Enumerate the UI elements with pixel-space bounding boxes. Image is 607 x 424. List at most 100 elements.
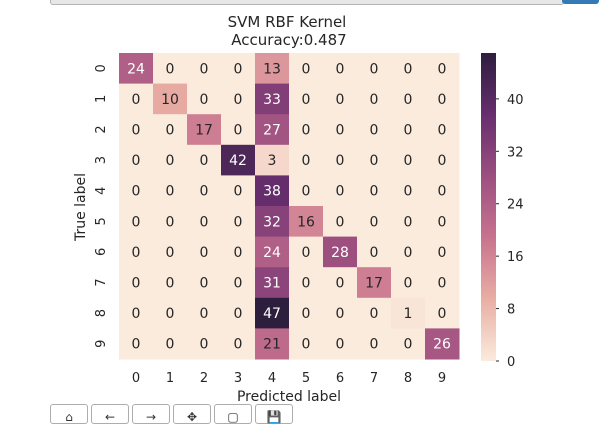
cell-value-label: 0 <box>404 123 413 139</box>
heatmap-cell <box>221 83 256 115</box>
cell-value-label: 0 <box>336 184 345 200</box>
heatmap-cell <box>153 297 188 329</box>
heatmap-cell <box>289 83 324 115</box>
heatmap-cell <box>153 114 188 146</box>
heatmap-cell <box>425 53 460 85</box>
heatmap-cell <box>289 114 324 146</box>
heatmap-cell <box>323 267 358 299</box>
heatmap-cell <box>357 114 392 146</box>
heatmap-cell <box>323 53 358 85</box>
cell-value-label: 0 <box>200 337 209 353</box>
heatmap-cell <box>221 53 256 85</box>
pan-icon: ✥ <box>186 410 198 424</box>
cell-value-label: 0 <box>370 123 379 139</box>
x-tick-label: 7 <box>370 371 378 386</box>
cell-value-label: 17 <box>365 276 383 292</box>
heatmap-cell <box>221 114 256 146</box>
cell-value-label: 0 <box>302 92 311 108</box>
cell-value-label: 0 <box>336 214 345 230</box>
cell-value-label: 0 <box>336 92 345 108</box>
cell-value-label: 0 <box>200 276 209 292</box>
cell-value-label: 0 <box>166 245 175 261</box>
cell-value-label: 0 <box>370 184 379 200</box>
heatmap-cell <box>357 206 392 238</box>
cell-value-label: 0 <box>438 92 447 108</box>
cell-value-label: 0 <box>234 245 243 261</box>
cell-value-label: 0 <box>438 306 447 322</box>
cell-value-label: 0 <box>234 214 243 230</box>
cell-value-label: 0 <box>234 184 243 200</box>
heatmap-cell <box>391 83 426 115</box>
heatmap-cell <box>323 236 358 268</box>
cell-value-label: 0 <box>302 153 311 169</box>
y-tick-label: 8 <box>94 309 109 317</box>
y-tick-label: 7 <box>94 278 109 286</box>
cell-value-label: 0 <box>404 153 413 169</box>
home-button[interactable]: ⌂ <box>50 404 88 424</box>
heatmap-cell <box>391 206 426 238</box>
cell-value-label: 0 <box>336 123 345 139</box>
save-button[interactable]: 💾 <box>255 404 293 424</box>
forward-button[interactable]: → <box>132 404 170 424</box>
cell-value-label: 0 <box>132 306 141 322</box>
cell-value-label: 0 <box>166 153 175 169</box>
cell-value-label: 0 <box>370 153 379 169</box>
heatmap-cell <box>187 267 222 299</box>
heatmap-cell <box>323 328 358 360</box>
heatmap-cell <box>187 175 222 207</box>
cell-value-label: 0 <box>302 123 311 139</box>
cell-value-label: 0 <box>370 306 379 322</box>
cell-value-label: 28 <box>331 245 349 261</box>
zoom-button[interactable]: ▢ <box>214 404 252 424</box>
heatmap-cell <box>187 328 222 360</box>
home-icon: ⌂ <box>65 410 73 424</box>
heatmap-cell <box>153 236 188 268</box>
heatmap-cell <box>255 144 290 176</box>
cell-value-label: 0 <box>132 153 141 169</box>
heatmap-cell <box>255 236 290 268</box>
heatmap-cell <box>357 144 392 176</box>
top-strip-button[interactable] <box>562 0 599 4</box>
heatmap-cell <box>255 53 290 85</box>
cell-value-label: 0 <box>234 61 243 77</box>
heatmap-cell <box>289 175 324 207</box>
heatmap-cell <box>221 206 256 238</box>
cell-value-label: 0 <box>132 337 141 353</box>
cell-value-label: 0 <box>404 214 413 230</box>
x-tick-label: 5 <box>302 371 310 386</box>
y-tick-label: 3 <box>94 156 109 164</box>
cell-value-label: 0 <box>234 337 243 353</box>
heatmap-cell <box>357 236 392 268</box>
cell-value-label: 32 <box>263 214 281 230</box>
cell-value-label: 0 <box>336 337 345 353</box>
cell-value-label: 0 <box>302 306 311 322</box>
heatmap-cell <box>119 206 154 238</box>
heatmap-cell <box>221 267 256 299</box>
heatmap-cell <box>255 175 290 207</box>
cell-value-label: 0 <box>438 276 447 292</box>
heatmap-cell <box>255 297 290 329</box>
chart-subtitle: Accuracy:0.487 <box>231 31 346 49</box>
cell-value-label: 0 <box>200 245 209 261</box>
pan-button[interactable]: ✥ <box>173 404 211 424</box>
heatmap-cell <box>391 114 426 146</box>
colorbar <box>481 53 496 361</box>
cell-value-label: 0 <box>166 306 175 322</box>
cell-value-label: 0 <box>302 276 311 292</box>
heatmap-cell <box>153 206 188 238</box>
heatmap-cell <box>119 267 154 299</box>
cell-value-label: 0 <box>336 61 345 77</box>
x-tick-label: 1 <box>166 371 174 386</box>
cell-value-label: 0 <box>166 123 175 139</box>
heatmap-cell <box>425 267 460 299</box>
heatmap-cell <box>289 236 324 268</box>
heatmap-cell <box>323 114 358 146</box>
cell-value-label: 0 <box>132 184 141 200</box>
heatmap-cell <box>425 114 460 146</box>
heatmap-cell <box>289 267 324 299</box>
y-tick-label: 6 <box>94 248 109 256</box>
back-button[interactable]: ← <box>91 404 129 424</box>
cell-value-label: 0 <box>200 306 209 322</box>
cell-value-label: 47 <box>263 306 281 322</box>
cell-value-label: 0 <box>336 306 345 322</box>
